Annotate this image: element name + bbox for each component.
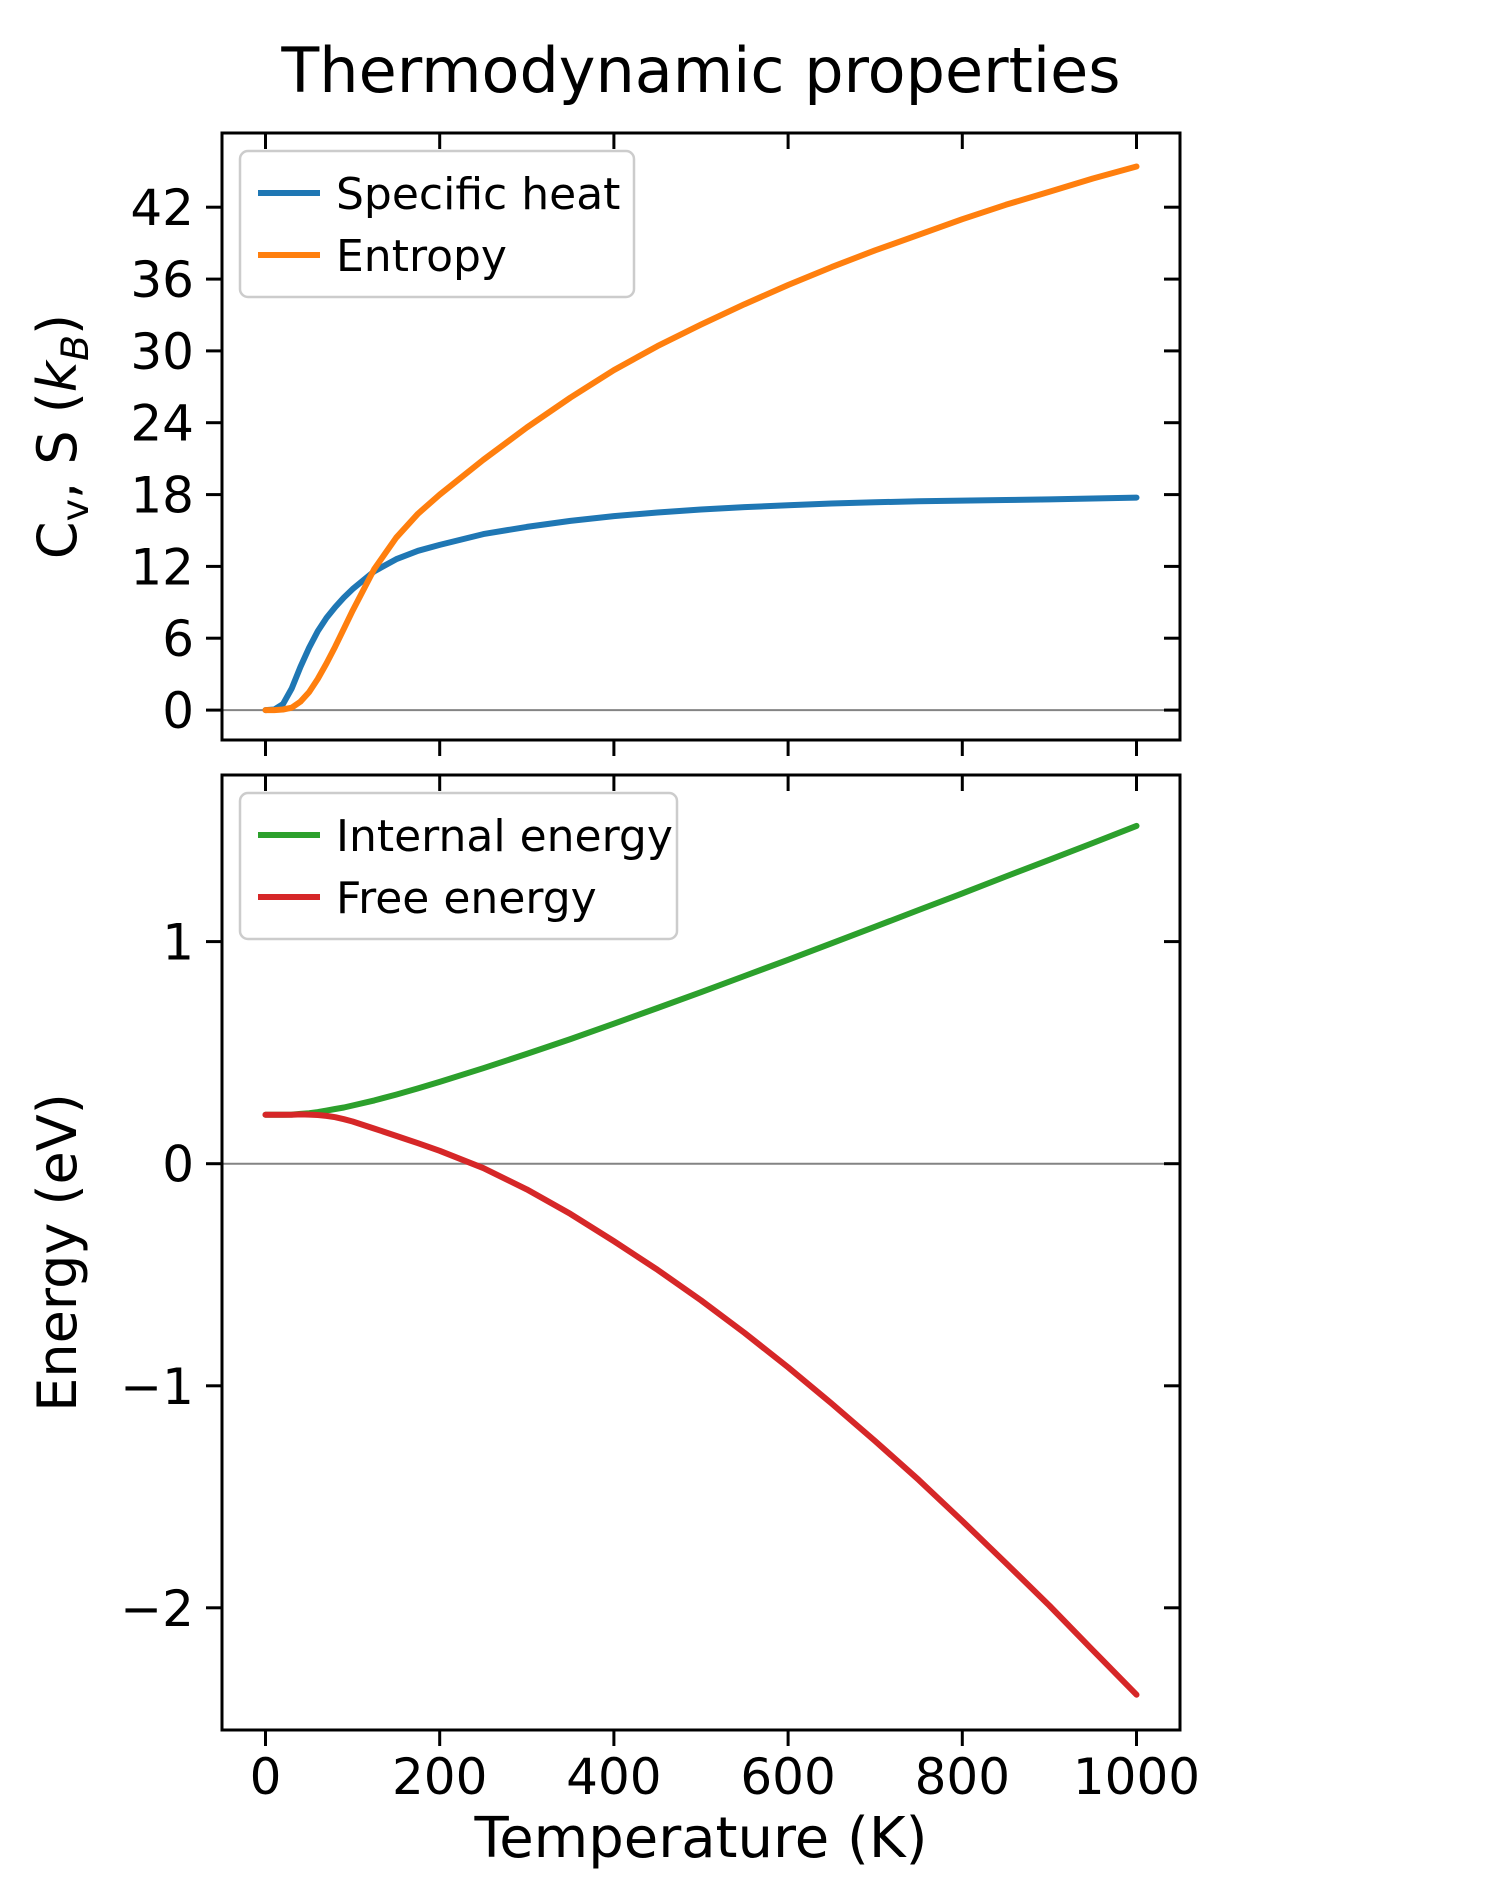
legend-label-free-energy: Free energy	[336, 873, 597, 924]
y-tick-label: 0	[162, 1136, 194, 1194]
x-tick-label: 1000	[1073, 1748, 1200, 1806]
legend-label-specific-heat: Specific heat	[336, 169, 620, 220]
legend-box	[238, 791, 679, 941]
entropy-line	[262, 163, 1140, 714]
y-tick-label: 30	[130, 323, 194, 381]
x-tick-label: 400	[566, 1748, 661, 1806]
y-axis-label: Energy (eV)	[26, 1093, 89, 1412]
y-tick-label: 18	[130, 467, 194, 525]
y-tick-label: 0	[162, 682, 194, 740]
subplot-energy: 0 200 400 600 800 1000 −2 −1 0 1 Energy (eV) Intern…	[26, 773, 1200, 1806]
y-tick-label: 12	[130, 538, 194, 596]
subplot-heat-entropy: 0 6 12 18 24 30 36 42 Cv, S (kB) Specific heat Ent…	[26, 131, 1182, 756]
axes-spines	[220, 773, 1182, 1732]
y-axis-label: Cv, S (kB)	[26, 314, 97, 559]
free-energy-line	[262, 1111, 1140, 1698]
chart-title: Thermodynamic properties	[281, 34, 1121, 107]
axes-spines	[220, 131, 1182, 742]
y-tick-label: 1	[162, 914, 194, 972]
legend-box	[238, 149, 636, 299]
y-tick-label: 6	[162, 610, 194, 668]
y-tick-label: −2	[120, 1580, 194, 1638]
x-tick-label: 200	[392, 1748, 487, 1806]
x-tick-label: 600	[740, 1748, 835, 1806]
specific-heat-line	[262, 494, 1140, 714]
x-axis-label: Temperature (K)	[474, 1806, 928, 1871]
legend-label-internal-energy: Internal energy	[336, 811, 673, 862]
x-tick-label: 800	[915, 1748, 1010, 1806]
y-tick-label: 42	[130, 179, 194, 237]
legend-label-entropy: Entropy	[336, 231, 507, 282]
x-tick-label: 0	[250, 1748, 282, 1806]
legend: Internal energy Free energy	[238, 791, 679, 941]
y-tick-label: −1	[120, 1358, 194, 1416]
legend: Specific heat Entropy	[238, 149, 636, 299]
y-tick-label: 36	[130, 251, 194, 309]
y-tick-label: 24	[130, 395, 194, 453]
